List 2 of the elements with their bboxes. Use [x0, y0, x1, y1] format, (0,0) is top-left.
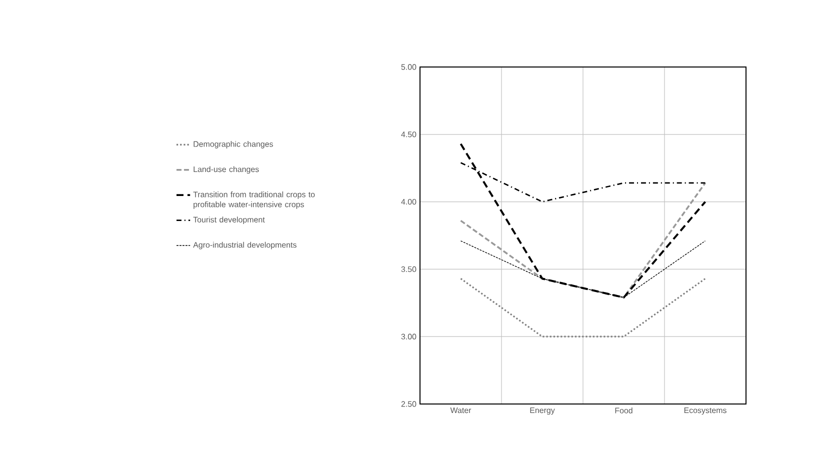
line-series [460, 182, 706, 298]
line-series [460, 142, 706, 299]
